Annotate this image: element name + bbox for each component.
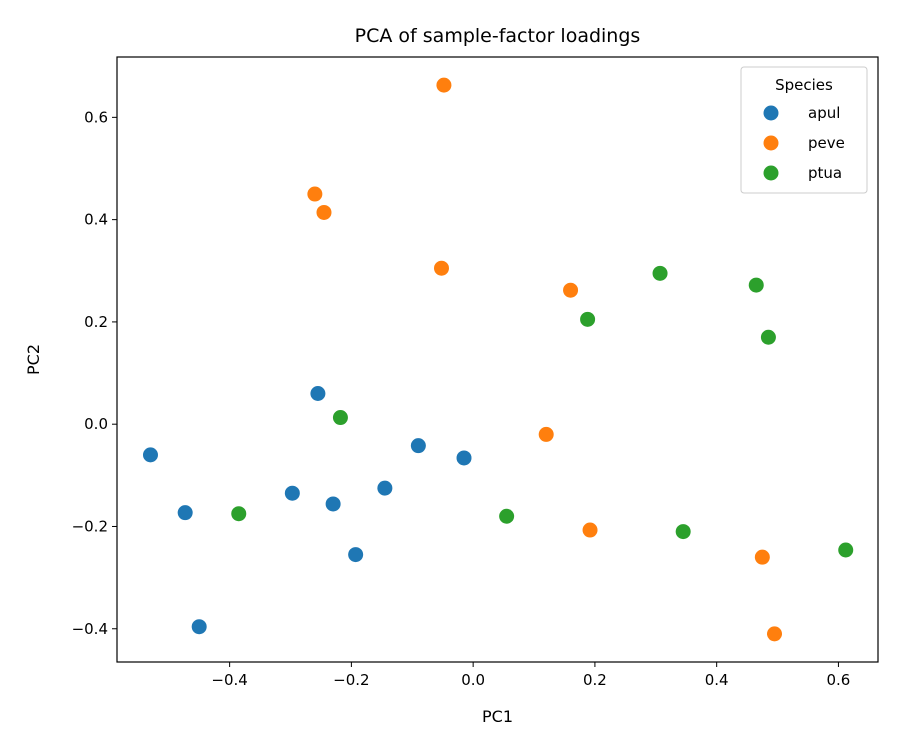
plot-frame [116,56,879,663]
x-tick-label: −0.4 [211,671,247,689]
point-ptua [652,265,668,281]
y-tick-label: 0.4 [84,211,108,229]
x-tick-label: −0.2 [333,671,369,689]
point-peve [767,626,783,642]
series-ptua [231,265,854,558]
y-axis-ticks: −0.4 −0.2 0.0 0.2 0.4 0.6 [72,108,117,638]
legend-label-apul: apul [808,104,840,122]
x-tick-label: 0.0 [461,671,485,689]
point-peve [538,426,554,442]
point-peve [316,204,332,220]
legend-title: Species [775,76,833,94]
x-axis-ticks: −0.4 −0.2 0.0 0.2 0.4 0.6 [211,662,850,689]
legend-label-peve: peve [808,134,845,152]
y-tick-label: −0.4 [72,620,108,638]
point-ptua [675,524,691,540]
x-tick-label: 0.2 [583,671,607,689]
point-apul [410,438,426,454]
x-tick-label: 0.4 [705,671,729,689]
x-axis-label: PC1 [482,707,513,726]
plot-area [142,77,854,642]
point-ptua [231,506,247,522]
y-axis-label: PC2 [24,344,43,375]
point-apul [348,547,364,563]
legend-label-ptua: ptua [808,164,842,182]
point-peve [563,282,579,298]
legend: Species apul peve ptua [740,66,868,194]
point-ptua [838,542,854,558]
point-ptua [760,329,776,345]
legend-marker-ptua [763,165,779,181]
point-ptua [748,277,764,293]
legend-marker-peve [763,135,779,151]
point-peve [754,549,770,565]
legend-box [740,66,868,194]
y-tick-label: 0.6 [84,108,108,126]
y-tick-label: 0.0 [84,415,108,433]
point-apul [456,450,472,466]
legend-entries: apul peve ptua [763,104,845,182]
point-apul [377,480,393,496]
point-apul [284,485,300,501]
point-peve [436,77,452,93]
point-ptua [332,410,348,426]
chart-title: PCA of sample-factor loadings [355,25,641,47]
point-ptua [580,311,596,327]
point-ptua [499,508,515,524]
point-apul [325,496,341,512]
series-peve [307,77,783,642]
series-apul [142,386,472,635]
point-peve [582,522,598,538]
point-apul [177,505,193,521]
point-peve [433,260,449,276]
y-tick-label: −0.2 [72,517,108,535]
y-tick-label: 0.2 [84,313,108,331]
point-apul [310,386,326,402]
point-apul [191,619,207,635]
x-tick-label: 0.6 [826,671,850,689]
point-apul [142,447,158,463]
legend-marker-apul [763,105,779,121]
point-peve [307,186,323,202]
